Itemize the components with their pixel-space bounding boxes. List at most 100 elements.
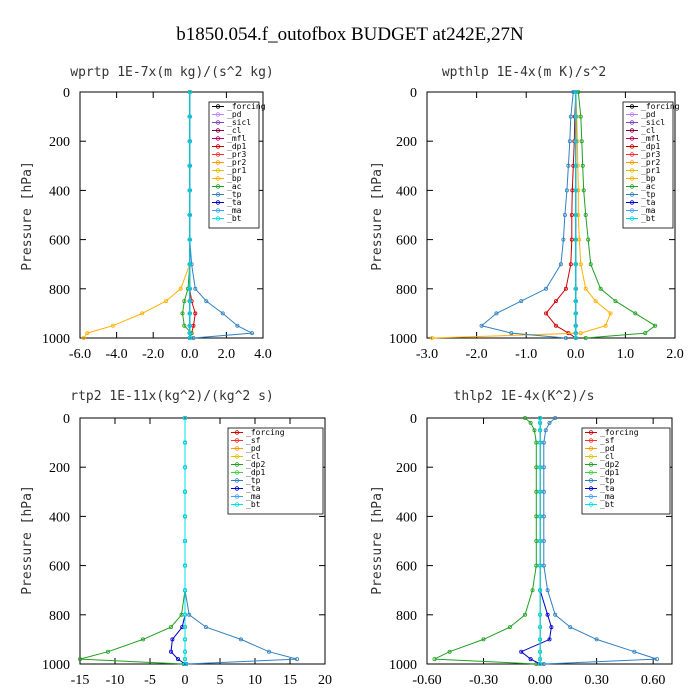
data-point xyxy=(140,637,145,642)
data-point xyxy=(643,331,648,336)
x-tick-label: 0.60 xyxy=(641,673,666,688)
legend-marker xyxy=(629,144,635,149)
x-tick-label: -2.0 xyxy=(466,347,488,362)
data-point xyxy=(632,649,637,654)
data-point xyxy=(566,163,571,168)
legend-marker xyxy=(215,136,221,141)
x-tick-label: 2.0 xyxy=(218,347,236,362)
data-point xyxy=(567,139,572,144)
data-point xyxy=(538,588,543,593)
series-line-tp xyxy=(543,417,658,665)
data-point xyxy=(553,323,558,328)
legend-label: _dp1 xyxy=(600,468,619,477)
y-tick-label: 0 xyxy=(410,86,417,101)
data-point xyxy=(180,311,185,316)
data-point xyxy=(538,489,543,494)
legend-marker xyxy=(629,184,635,189)
legend-marker xyxy=(215,208,221,213)
data-point xyxy=(541,465,546,470)
data-point xyxy=(553,299,558,304)
data-point xyxy=(573,139,578,144)
legend-label: _pr1 xyxy=(227,166,246,175)
legend-label: _pr3 xyxy=(227,150,246,159)
data-point xyxy=(168,649,173,654)
data-point xyxy=(583,335,588,340)
legend-marker xyxy=(588,494,594,499)
data-point xyxy=(164,299,169,304)
legend-marker xyxy=(215,112,221,117)
panel-title: wprtp 1E-7x(m kg)/(s^2 kg) xyxy=(70,65,274,80)
data-point xyxy=(479,323,484,328)
data-point xyxy=(573,262,578,267)
data-point xyxy=(547,420,552,425)
legend-label: _tp xyxy=(227,190,242,199)
data-point xyxy=(573,188,578,193)
data-point xyxy=(573,163,578,168)
y-tick-label: 400 xyxy=(396,510,417,525)
data-point xyxy=(182,299,187,304)
legend-label: _pr1 xyxy=(641,166,660,175)
data-point xyxy=(187,299,192,304)
legend-label: _ma xyxy=(227,206,242,215)
data-point xyxy=(182,415,187,420)
legend-label: _tp xyxy=(641,190,656,199)
data-point xyxy=(187,90,192,95)
legend-label: _ac xyxy=(227,182,242,191)
data-point xyxy=(538,539,543,544)
legend-label: _bp xyxy=(641,174,656,183)
legend-label: _pr2 xyxy=(641,158,660,167)
plot-frame xyxy=(79,91,264,339)
panel-title: wpthlp 1E-4x(m K)/s^2 xyxy=(442,65,606,80)
legend-label: _tp xyxy=(600,476,615,485)
data-point xyxy=(553,612,558,617)
data-point xyxy=(250,331,255,336)
series-line-ta xyxy=(170,418,186,665)
data-point xyxy=(182,514,187,519)
y-tick-label: 600 xyxy=(396,560,417,575)
series-line-bp xyxy=(431,91,612,339)
data-point xyxy=(182,489,187,494)
x-tick-label: 4.0 xyxy=(254,347,272,362)
data-point xyxy=(613,299,618,304)
y-axis-label: Pressure [hPa] xyxy=(20,485,35,595)
data-point xyxy=(429,335,434,340)
x-tick-label: 2.0 xyxy=(666,347,684,362)
data-point xyxy=(538,662,543,667)
y-tick-label: 1000 xyxy=(42,658,70,673)
y-tick-label: 1000 xyxy=(42,332,70,347)
legend-label: _dp2 xyxy=(246,460,265,469)
legend-label: _cl xyxy=(641,126,656,135)
series-line-dp1 xyxy=(545,91,577,339)
data-point xyxy=(573,237,578,242)
data-point xyxy=(182,612,187,617)
x-tick-label: -15 xyxy=(71,673,90,688)
data-point xyxy=(220,311,225,316)
x-tick-label: -3.0 xyxy=(416,347,438,362)
data-point xyxy=(534,489,539,494)
legend-marker xyxy=(215,160,221,165)
legend-label: _pd xyxy=(246,444,261,453)
data-point xyxy=(182,323,187,328)
data-point xyxy=(563,286,568,291)
data-point xyxy=(238,637,243,642)
data-point xyxy=(573,335,578,340)
legend-label: _bt xyxy=(641,214,656,223)
legend-box xyxy=(581,427,671,515)
data-point xyxy=(187,163,192,168)
legend-marker xyxy=(215,176,221,181)
legend-label: _mfl xyxy=(641,134,660,143)
data-point xyxy=(182,649,187,654)
data-point xyxy=(494,311,499,316)
data-point xyxy=(558,262,563,267)
legend-marker xyxy=(215,200,221,205)
series-line-ac xyxy=(577,91,657,339)
data-point xyxy=(106,649,111,654)
data-point xyxy=(573,299,578,304)
data-point xyxy=(538,514,543,519)
data-point xyxy=(191,323,196,328)
data-point xyxy=(578,262,583,267)
y-axis-label: Pressure [hPa] xyxy=(370,485,385,595)
y-tick-label: 800 xyxy=(49,609,70,624)
data-point xyxy=(187,286,192,291)
data-point xyxy=(573,311,578,316)
